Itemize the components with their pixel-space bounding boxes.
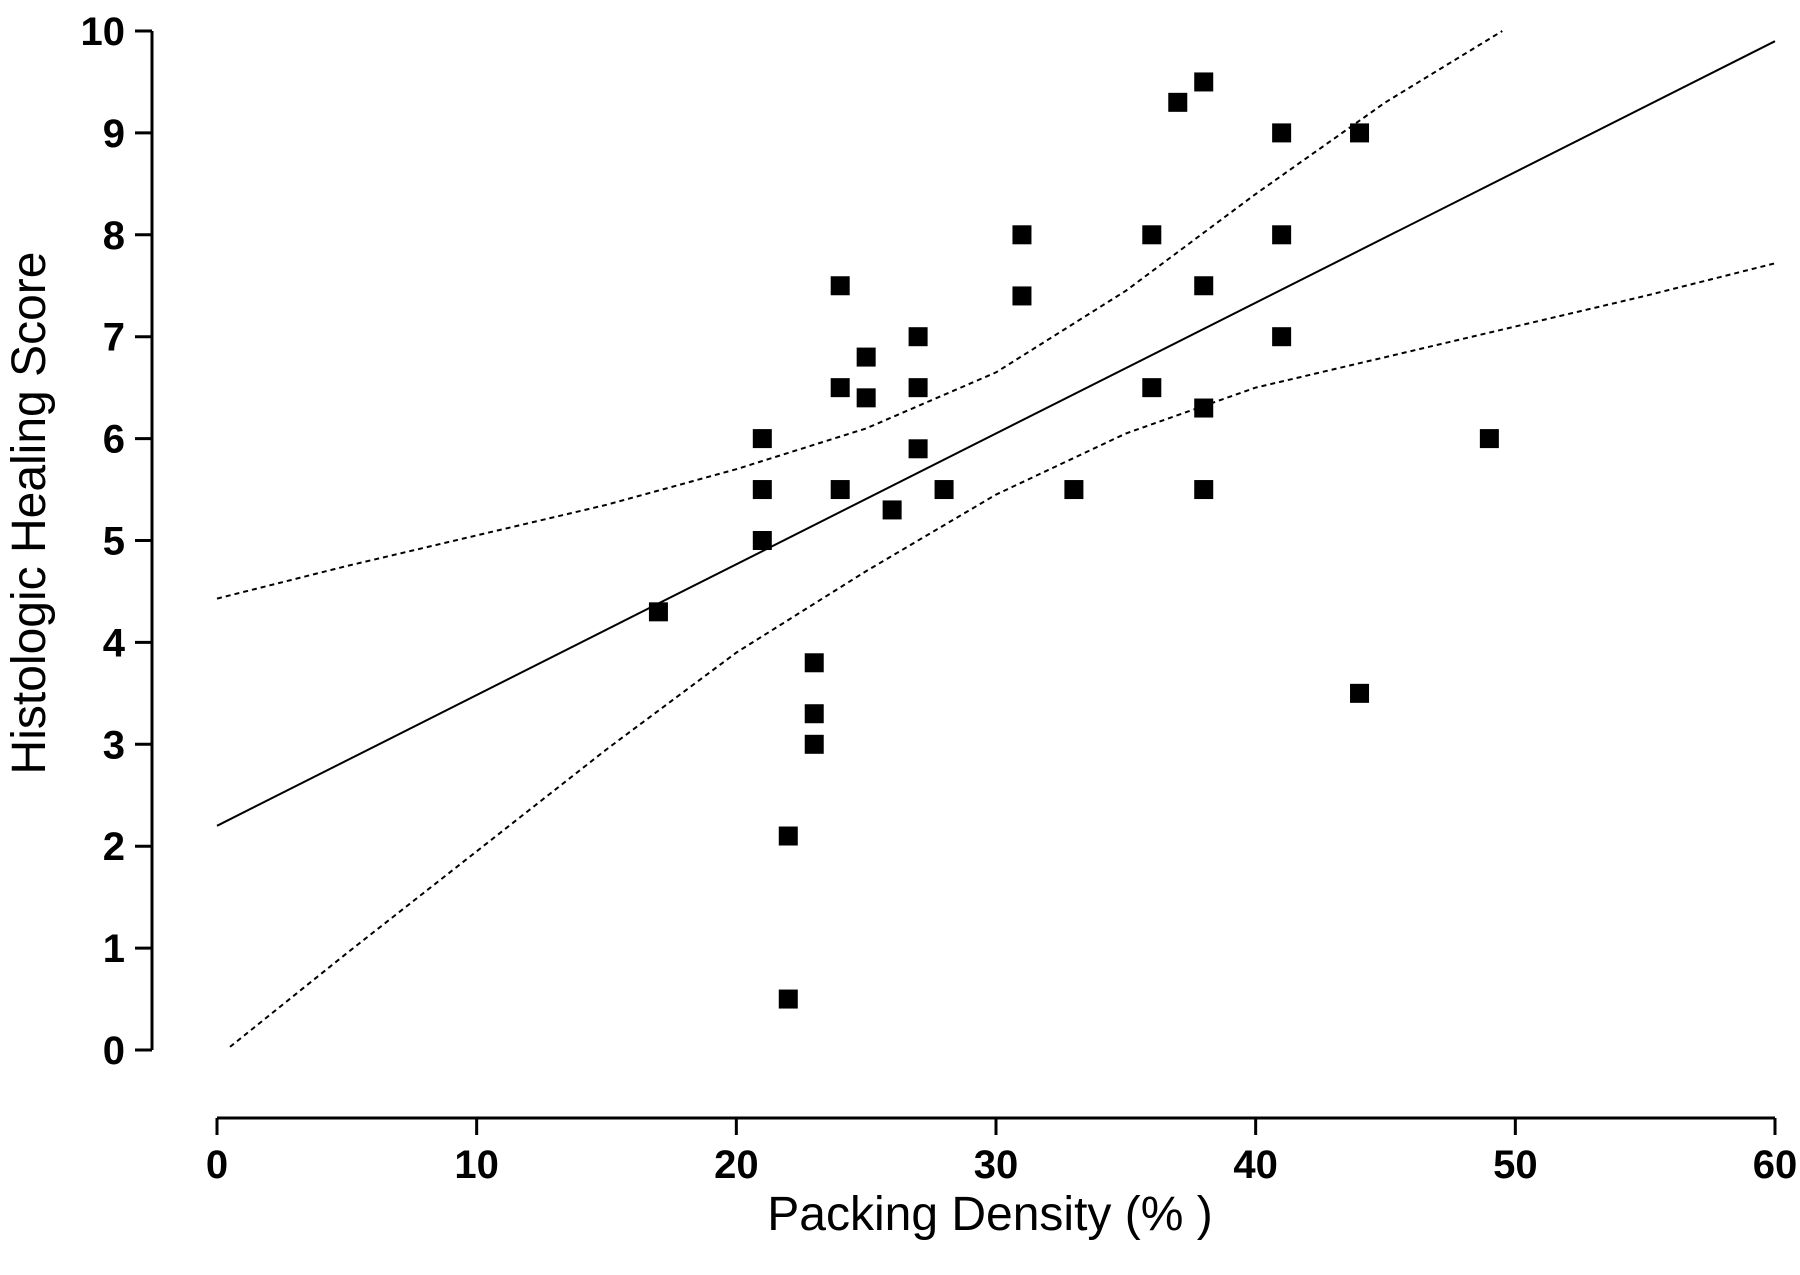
y-axis-title: Histologic Healing Score: [3, 252, 56, 775]
data-point: [1012, 225, 1032, 245]
data-point: [1142, 378, 1162, 398]
data-point: [830, 480, 850, 500]
data-point: [1479, 429, 1499, 449]
data-point: [856, 388, 876, 408]
data-point: [1142, 225, 1162, 245]
data-point: [908, 327, 928, 347]
data-point: [1064, 480, 1084, 500]
data-point: [1194, 72, 1214, 92]
y-tick-label: 2: [103, 825, 125, 869]
data-point: [908, 378, 928, 398]
data-point: [1194, 276, 1214, 296]
confidence-band-lower: [229, 262, 1776, 1048]
y-tick-label: 5: [103, 520, 125, 564]
data-point: [1194, 398, 1214, 418]
x-tick-label: 50: [1493, 1143, 1538, 1187]
x-tick-label: 30: [974, 1143, 1019, 1187]
y-tick-label: 1: [103, 927, 125, 971]
data-point: [934, 480, 954, 500]
data-point: [778, 989, 798, 1009]
data-point: [804, 653, 824, 673]
data-points: [648, 72, 1499, 1009]
x-tick-label: 10: [454, 1143, 499, 1187]
data-point: [648, 602, 668, 622]
y-tick-label: 10: [81, 10, 126, 54]
data-point: [1194, 480, 1214, 500]
x-tick-label: 20: [714, 1143, 759, 1187]
y-tick-label: 4: [103, 621, 126, 665]
x-axis: 0 10 20 30 40 50 60: [206, 1116, 1798, 1187]
confidence-band-upper: [216, 30, 1503, 600]
data-point: [1272, 225, 1292, 245]
y-tick-label: 9: [103, 112, 125, 156]
data-point: [804, 704, 824, 724]
data-point: [882, 500, 902, 520]
x-tick-label: 0: [206, 1143, 228, 1187]
x-axis-title: Packing Density (% ): [767, 1188, 1212, 1241]
regression-lines: [216, 30, 1776, 1048]
y-tick-label: 7: [103, 316, 125, 360]
x-tick-label: 40: [1233, 1143, 1278, 1187]
y-tick-label: 0: [103, 1029, 125, 1073]
data-point: [1168, 92, 1188, 112]
data-point: [908, 439, 928, 459]
data-point: [752, 429, 772, 449]
regression-line: [216, 40, 1776, 827]
data-point: [1350, 123, 1370, 143]
data-point: [1350, 683, 1370, 703]
data-point: [830, 276, 850, 296]
y-tick-label: 8: [103, 214, 125, 258]
data-point: [1272, 123, 1292, 143]
data-point: [752, 531, 772, 550]
data-point: [752, 480, 772, 500]
data-point: [778, 826, 798, 846]
data-point: [830, 378, 850, 398]
data-point: [804, 734, 824, 754]
y-axis: 0 1 2 3 4 5 6 7 8 9 10: [81, 10, 154, 1073]
data-point: [1272, 327, 1292, 347]
data-point: [856, 347, 876, 367]
y-tick-label: 3: [103, 723, 125, 767]
x-tick-label: 60: [1753, 1143, 1798, 1187]
data-point: [1012, 286, 1032, 306]
y-tick-label: 6: [103, 418, 125, 462]
